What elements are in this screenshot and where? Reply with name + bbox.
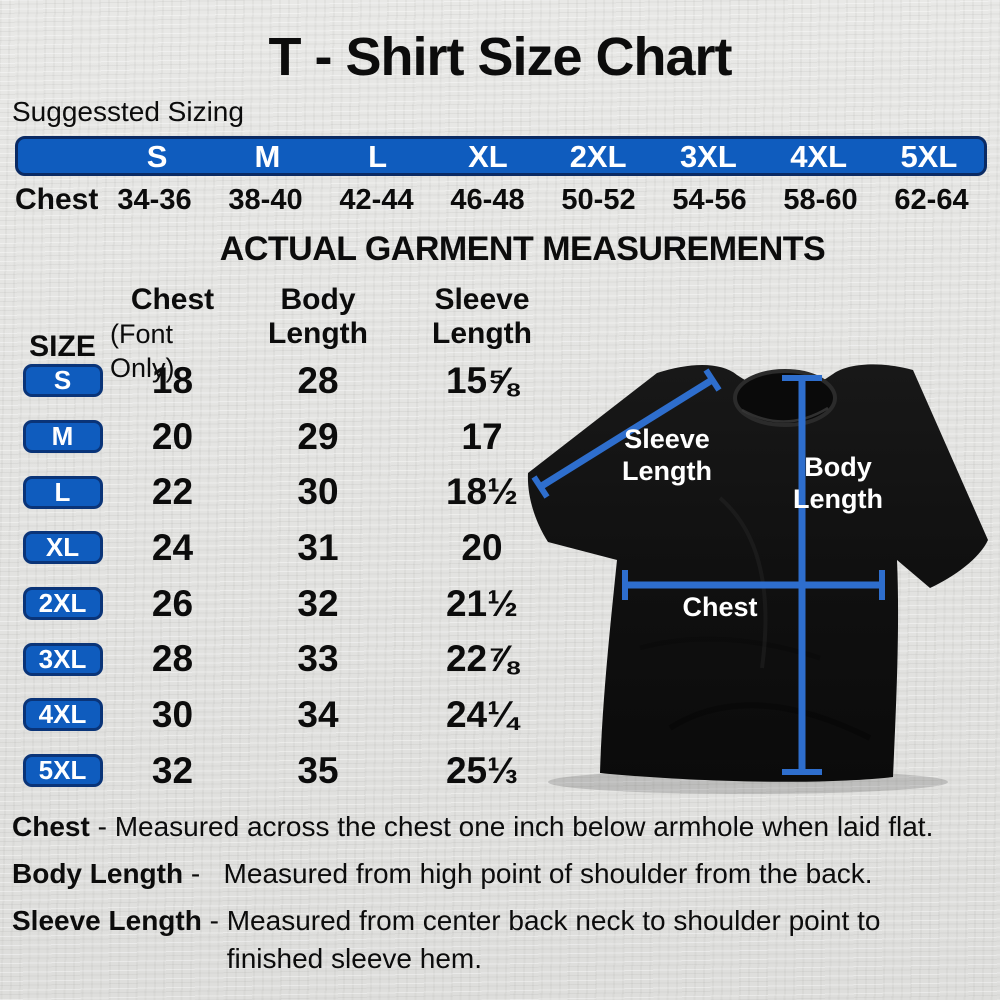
sleeve-length-arrow xyxy=(538,377,714,490)
measurement-table-header: SIZE Chest (Font Only) Body Length Sleev… xyxy=(15,283,563,385)
col-header-body-length: Body Length xyxy=(268,283,368,350)
tshirt-measurement-diagram: Sleeve Length Body Length Chest xyxy=(527,364,988,794)
chest-range-2xl: 50-52 xyxy=(561,183,636,216)
size-col-2xl: 2XL xyxy=(569,139,627,174)
size-badge-3xl: 3XL xyxy=(22,642,103,676)
col-header-sleeve-length: Sleeve Length xyxy=(432,283,532,350)
cell-sleeve-5xl: 25⅓ xyxy=(445,749,518,791)
size-badge-m: M xyxy=(22,420,103,454)
definition-term: Chest xyxy=(12,811,90,842)
col-header-chest: Chest (Font Only) xyxy=(110,283,215,383)
chest-range-4xl: 58-60 xyxy=(783,183,858,216)
size-col-3xl: 3XL xyxy=(679,139,737,174)
definition-chest: Chest - Measured across the chest one in… xyxy=(12,808,988,846)
wrinkle xyxy=(639,636,821,661)
cell-sleeve-l: 18½ xyxy=(445,471,518,513)
cell-body-m: 29 xyxy=(297,415,339,457)
cell-chest-2xl: 26 xyxy=(151,582,194,624)
cell-chest-xl: 24 xyxy=(151,526,194,568)
wrinkle xyxy=(718,496,768,669)
cell-chest-4xl: 30 xyxy=(151,693,194,735)
size-badge-4xl: 4XL xyxy=(22,698,103,732)
cell-body-2xl: 32 xyxy=(297,582,339,624)
page-title: T - Shirt Size Chart xyxy=(268,27,732,87)
cell-body-3xl: 33 xyxy=(297,638,339,680)
chest-range-s: 34-36 xyxy=(117,183,192,216)
chest-range-3xl: 54-56 xyxy=(672,183,747,216)
chest-range-5xl: 62-64 xyxy=(894,183,969,216)
cell-body-l: 30 xyxy=(297,471,339,513)
cell-body-5xl: 35 xyxy=(297,749,339,791)
cell-sleeve-m: 17 xyxy=(461,415,503,457)
collar xyxy=(733,369,837,427)
col-header-size: SIZE xyxy=(29,330,96,363)
cell-chest-l: 22 xyxy=(151,471,194,513)
size-header-bar: S M L XL 2XL 3XL 4XL 5XL xyxy=(15,136,987,176)
cell-sleeve-2xl: 21½ xyxy=(445,582,518,624)
sleeve-arrow-cap xyxy=(531,475,550,499)
size-col-xl: XL xyxy=(468,139,508,174)
chest-range-xl: 46-48 xyxy=(450,183,525,216)
chest-range-row: Chest 34-36 38-40 42-44 46-48 50-52 54-5… xyxy=(15,182,987,218)
garment-heading: ACTUAL GARMENT MEASUREMENTS xyxy=(219,230,826,268)
measurement-table-rows: S 18 28 15⅝ M 20 29 17 L 22 30 18½ XL 24… xyxy=(15,353,563,799)
definition-term: Sleeve Length xyxy=(12,905,202,936)
diagram-chest-label: Chest xyxy=(682,592,757,622)
cell-chest-s: 18 xyxy=(151,359,194,401)
size-badge-s: S xyxy=(22,364,103,398)
size-col-5xl: 5XL xyxy=(900,139,958,174)
definition-text: Measured from high point of shoulder fro… xyxy=(223,858,873,889)
size-badge-2xl: 2XL xyxy=(22,587,103,621)
size-col-m: M xyxy=(254,139,281,174)
size-badge-xl: XL xyxy=(22,531,103,565)
size-col-s: S xyxy=(146,139,168,174)
sleeve-arrow-cap xyxy=(703,368,722,392)
cell-chest-3xl: 28 xyxy=(151,638,194,680)
definition-text: Measured from center back neck to should… xyxy=(226,905,881,974)
cell-sleeve-4xl: 24¼ xyxy=(445,693,518,735)
size-col-4xl: 4XL xyxy=(790,139,848,174)
definition-term: Body Length xyxy=(12,858,184,889)
definition-sleeve-length: Sleeve Length - Measured from center bac… xyxy=(12,902,988,978)
chest-range-l: 42-44 xyxy=(339,183,414,216)
cell-sleeve-3xl: 22⅞ xyxy=(445,638,518,680)
cell-chest-m: 20 xyxy=(151,415,194,457)
tshirt-silhouette xyxy=(527,364,988,782)
size-col-l: L xyxy=(368,139,388,174)
size-badge-l: L xyxy=(22,475,103,509)
cell-chest-5xl: 32 xyxy=(151,749,194,791)
definition-text: Measured across the chest one inch below… xyxy=(114,811,934,842)
cell-sleeve-s: 15⅝ xyxy=(445,359,518,401)
cell-body-xl: 31 xyxy=(297,526,339,568)
wrinkle xyxy=(668,702,872,741)
diagram-sleeve-label-line1: Sleeve xyxy=(624,424,710,454)
cell-body-4xl: 34 xyxy=(297,693,339,735)
garment-heading-wrap: ACTUAL GARMENT MEASUREMENTS xyxy=(0,230,1000,269)
suggested-sizing-label: Suggessted Sizing xyxy=(12,96,244,127)
definitions-section: Chest - Measured across the chest one in… xyxy=(12,808,988,987)
cell-body-s: 28 xyxy=(297,359,339,401)
diagram-body-label-line1: Body xyxy=(804,452,872,482)
cell-sleeve-xl: 20 xyxy=(461,526,503,568)
definition-body-length: Body Length - Measured from high point o… xyxy=(12,855,988,893)
chest-row-label: Chest xyxy=(15,183,99,216)
size-badge-5xl: 5XL xyxy=(22,754,103,788)
diagram-body-label-line2: Length xyxy=(793,484,883,514)
collar-rib xyxy=(741,406,829,423)
chest-range-m: 38-40 xyxy=(228,183,303,216)
diagram-sleeve-label-line2: Length xyxy=(622,456,712,486)
